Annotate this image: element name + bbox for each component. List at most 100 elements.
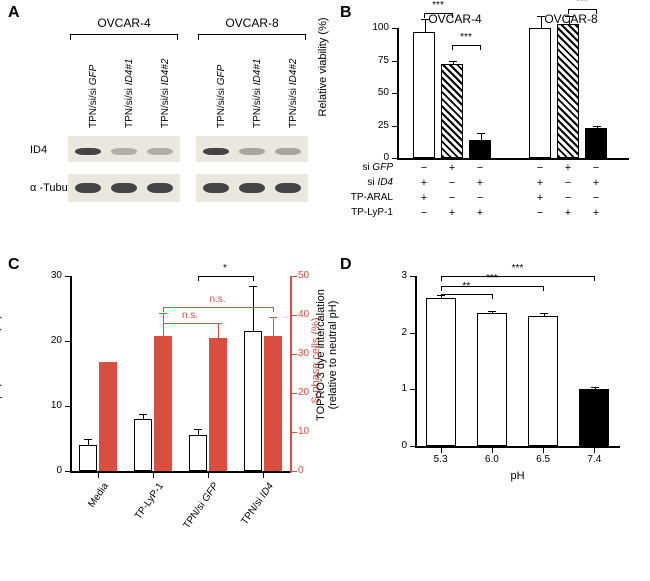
y-tick-label: 2	[383, 327, 407, 338]
sig-tick	[198, 276, 199, 281]
figure: A OVCAR-4 OVCAR-8 TPN/si/si GFPTPN/si/si…	[0, 0, 650, 581]
band	[239, 148, 265, 155]
band	[239, 183, 265, 193]
bar	[477, 313, 507, 446]
matrix-cell: −	[444, 177, 460, 189]
cell-line-label: OVCAR-4	[70, 16, 178, 30]
lane-label: TPN/si/si ID4#2	[160, 59, 171, 128]
matrix-cell: −	[588, 162, 604, 174]
sig-line	[163, 323, 218, 324]
sig-tick	[543, 286, 544, 291]
panel-c: 010203001020304050MediaTP-LyP-1TPN/si GF…	[30, 268, 335, 568]
y-tick-label: 3	[383, 270, 407, 281]
band	[203, 183, 229, 193]
sig-text: **	[451, 281, 481, 292]
sig-line	[424, 13, 452, 14]
x-category-label: 6.5	[528, 454, 558, 465]
y-tick-label-right: 30	[298, 348, 309, 359]
matrix-cell: −	[560, 177, 576, 189]
panel-b-label: B	[340, 4, 352, 22]
sig-line	[198, 276, 253, 277]
y-tick	[65, 276, 70, 277]
matrix-row-label: TP-LyP-1	[343, 207, 393, 218]
sig-tick	[163, 307, 164, 312]
y-tick	[392, 28, 397, 29]
matrix-cell: +	[472, 207, 488, 219]
x-axis	[70, 471, 290, 473]
error-bar	[253, 286, 254, 332]
band	[147, 183, 173, 193]
sig-tick	[424, 13, 425, 18]
y-tick-right	[292, 315, 297, 316]
matrix-cell: +	[444, 207, 460, 219]
sig-tick	[452, 45, 453, 50]
y-tick-right	[292, 276, 297, 277]
error-bar	[273, 317, 274, 337]
sig-tick	[441, 286, 442, 291]
error-bar	[88, 439, 89, 446]
sig-tick	[441, 276, 442, 281]
band	[203, 148, 229, 155]
x-category-label: TPN/si GFP	[171, 481, 220, 545]
sig-text: ***	[423, 0, 453, 11]
lane-label: TPN/si/si ID4#1	[124, 59, 135, 128]
bar	[529, 28, 551, 158]
y-tick	[65, 471, 70, 472]
x-category-label: Media	[61, 481, 110, 545]
matrix-row-label: si ID4	[343, 177, 393, 188]
bar	[79, 445, 97, 471]
sig-tick	[441, 294, 442, 299]
x-tick	[263, 473, 264, 478]
y-axis	[415, 276, 417, 448]
bar	[585, 128, 607, 158]
y-tick-right	[292, 393, 297, 394]
y-tick	[410, 333, 415, 334]
band	[275, 183, 301, 193]
sig-tick	[253, 276, 254, 281]
y-tick-label-right: 20	[298, 387, 309, 398]
error-bar	[543, 313, 544, 315]
y-tick-label: 30	[38, 270, 62, 281]
matrix-cell: +	[472, 177, 488, 189]
error-bar	[596, 126, 597, 129]
bar	[264, 336, 282, 471]
matrix-cell: −	[416, 207, 432, 219]
matrix-cell: −	[588, 192, 604, 204]
error-bar	[480, 133, 481, 140]
panel-c-chart: 010203001020304050MediaTP-LyP-1TPN/si GF…	[70, 276, 290, 471]
error-bar	[540, 16, 541, 28]
sig-tick	[492, 294, 493, 299]
panel-d-label: D	[340, 256, 352, 274]
x-category-label: 6.0	[477, 454, 507, 465]
y-tick	[65, 406, 70, 407]
sig-line	[568, 9, 596, 10]
band	[147, 148, 173, 155]
x-category-label: TPN/si ID4	[226, 481, 275, 545]
panel-a: OVCAR-4 OVCAR-8 TPN/si/si GFPTPN/si/si I…	[30, 16, 330, 241]
x-axis-label: pH	[503, 470, 533, 482]
y-tick-right	[292, 432, 297, 433]
y-tick-label-right: 10	[298, 426, 309, 437]
x-tick	[543, 448, 544, 453]
matrix-row-label: TP-ARAL	[343, 192, 393, 203]
error-bar	[424, 19, 425, 32]
y-tick-label: 75	[365, 55, 389, 66]
matrix-cell: +	[588, 207, 604, 219]
matrix-cell: +	[588, 177, 604, 189]
matrix-row-label: si GFP	[343, 162, 393, 173]
x-tick	[208, 473, 209, 478]
matrix-cell: −	[532, 162, 548, 174]
x-tick	[492, 448, 493, 453]
sig-text: *	[210, 263, 240, 274]
error-bar	[568, 16, 569, 24]
band	[111, 183, 137, 193]
y-tick-label: 10	[38, 400, 62, 411]
bracket	[70, 34, 178, 40]
sig-tick	[596, 9, 597, 14]
panel-c-label: C	[8, 256, 20, 274]
y-axis-right	[290, 276, 292, 473]
error-bar	[492, 311, 493, 314]
matrix-cell: −	[472, 162, 488, 174]
x-category-label: 5.3	[426, 454, 456, 465]
lane-label: TPN/si/si GFP	[88, 65, 99, 128]
